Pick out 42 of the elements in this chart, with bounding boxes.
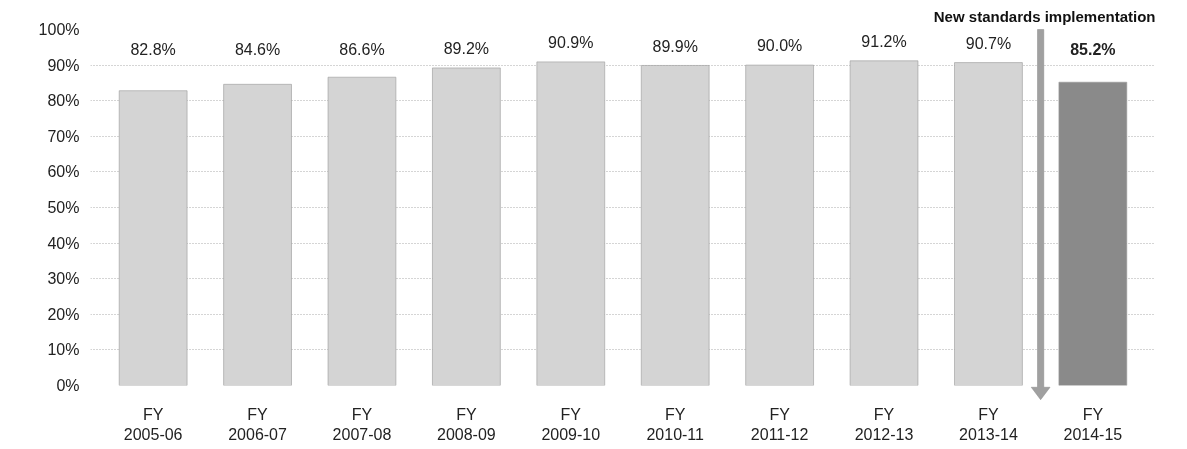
bar bbox=[954, 62, 1023, 386]
data-label: 89.2% bbox=[443, 40, 490, 58]
x-tick-label: FY 2006-07 bbox=[228, 405, 288, 443]
text: New standards implementation bbox=[933, 7, 1156, 25]
x-tick-label: FY 2008-09 bbox=[437, 405, 496, 443]
data-label: 90.9% bbox=[548, 34, 594, 52]
x-tick-label: FY 2011-12 bbox=[750, 405, 809, 443]
x-tick-label: FY 2010-11 bbox=[646, 405, 705, 443]
bar bbox=[327, 76, 397, 386]
y-tick-label: 0% bbox=[56, 377, 80, 394]
y-tick-label: 30% bbox=[47, 270, 80, 288]
x-tick-label: FY 2009-10 bbox=[541, 405, 601, 443]
y-tick-label: 100% bbox=[38, 21, 80, 38]
y-tick-label: 20% bbox=[47, 305, 80, 323]
x-tick-label: FY 2013-14 bbox=[959, 405, 1018, 443]
data-label: 91.2% bbox=[861, 33, 907, 51]
bar bbox=[223, 84, 292, 386]
data-label: 82.8% bbox=[130, 40, 176, 58]
y-tick-label: 90% bbox=[47, 56, 80, 74]
data-label: 89.9% bbox=[652, 37, 698, 55]
y-tick-label: 70% bbox=[47, 127, 80, 145]
x-tick-label: FY 2012-13 bbox=[854, 405, 914, 443]
data-label: 90.7% bbox=[965, 34, 1012, 52]
data-label: 90.0% bbox=[756, 37, 803, 55]
y-tick-label: 40% bbox=[47, 234, 80, 252]
y-tick-label: 60% bbox=[47, 163, 80, 181]
bar bbox=[640, 65, 710, 386]
bar bbox=[849, 60, 919, 386]
data-label: 86.6% bbox=[339, 40, 385, 58]
x-tick-label: FY 2007-08 bbox=[332, 405, 392, 443]
data-label: 84.6% bbox=[234, 40, 281, 58]
bar bbox=[745, 64, 814, 386]
bar bbox=[536, 61, 606, 386]
bar bbox=[432, 67, 501, 386]
x-tick-label: FY 2014-15 bbox=[1063, 405, 1123, 443]
data-label: 85.2% bbox=[1070, 40, 1116, 58]
y-tick-label: 50% bbox=[47, 199, 80, 216]
y-tick-label: 80% bbox=[47, 92, 80, 110]
x-tick-label: FY 2005-06 bbox=[123, 405, 183, 443]
y-tick-label: 10% bbox=[47, 341, 80, 359]
bar bbox=[1058, 81, 1128, 386]
bar bbox=[118, 90, 188, 386]
